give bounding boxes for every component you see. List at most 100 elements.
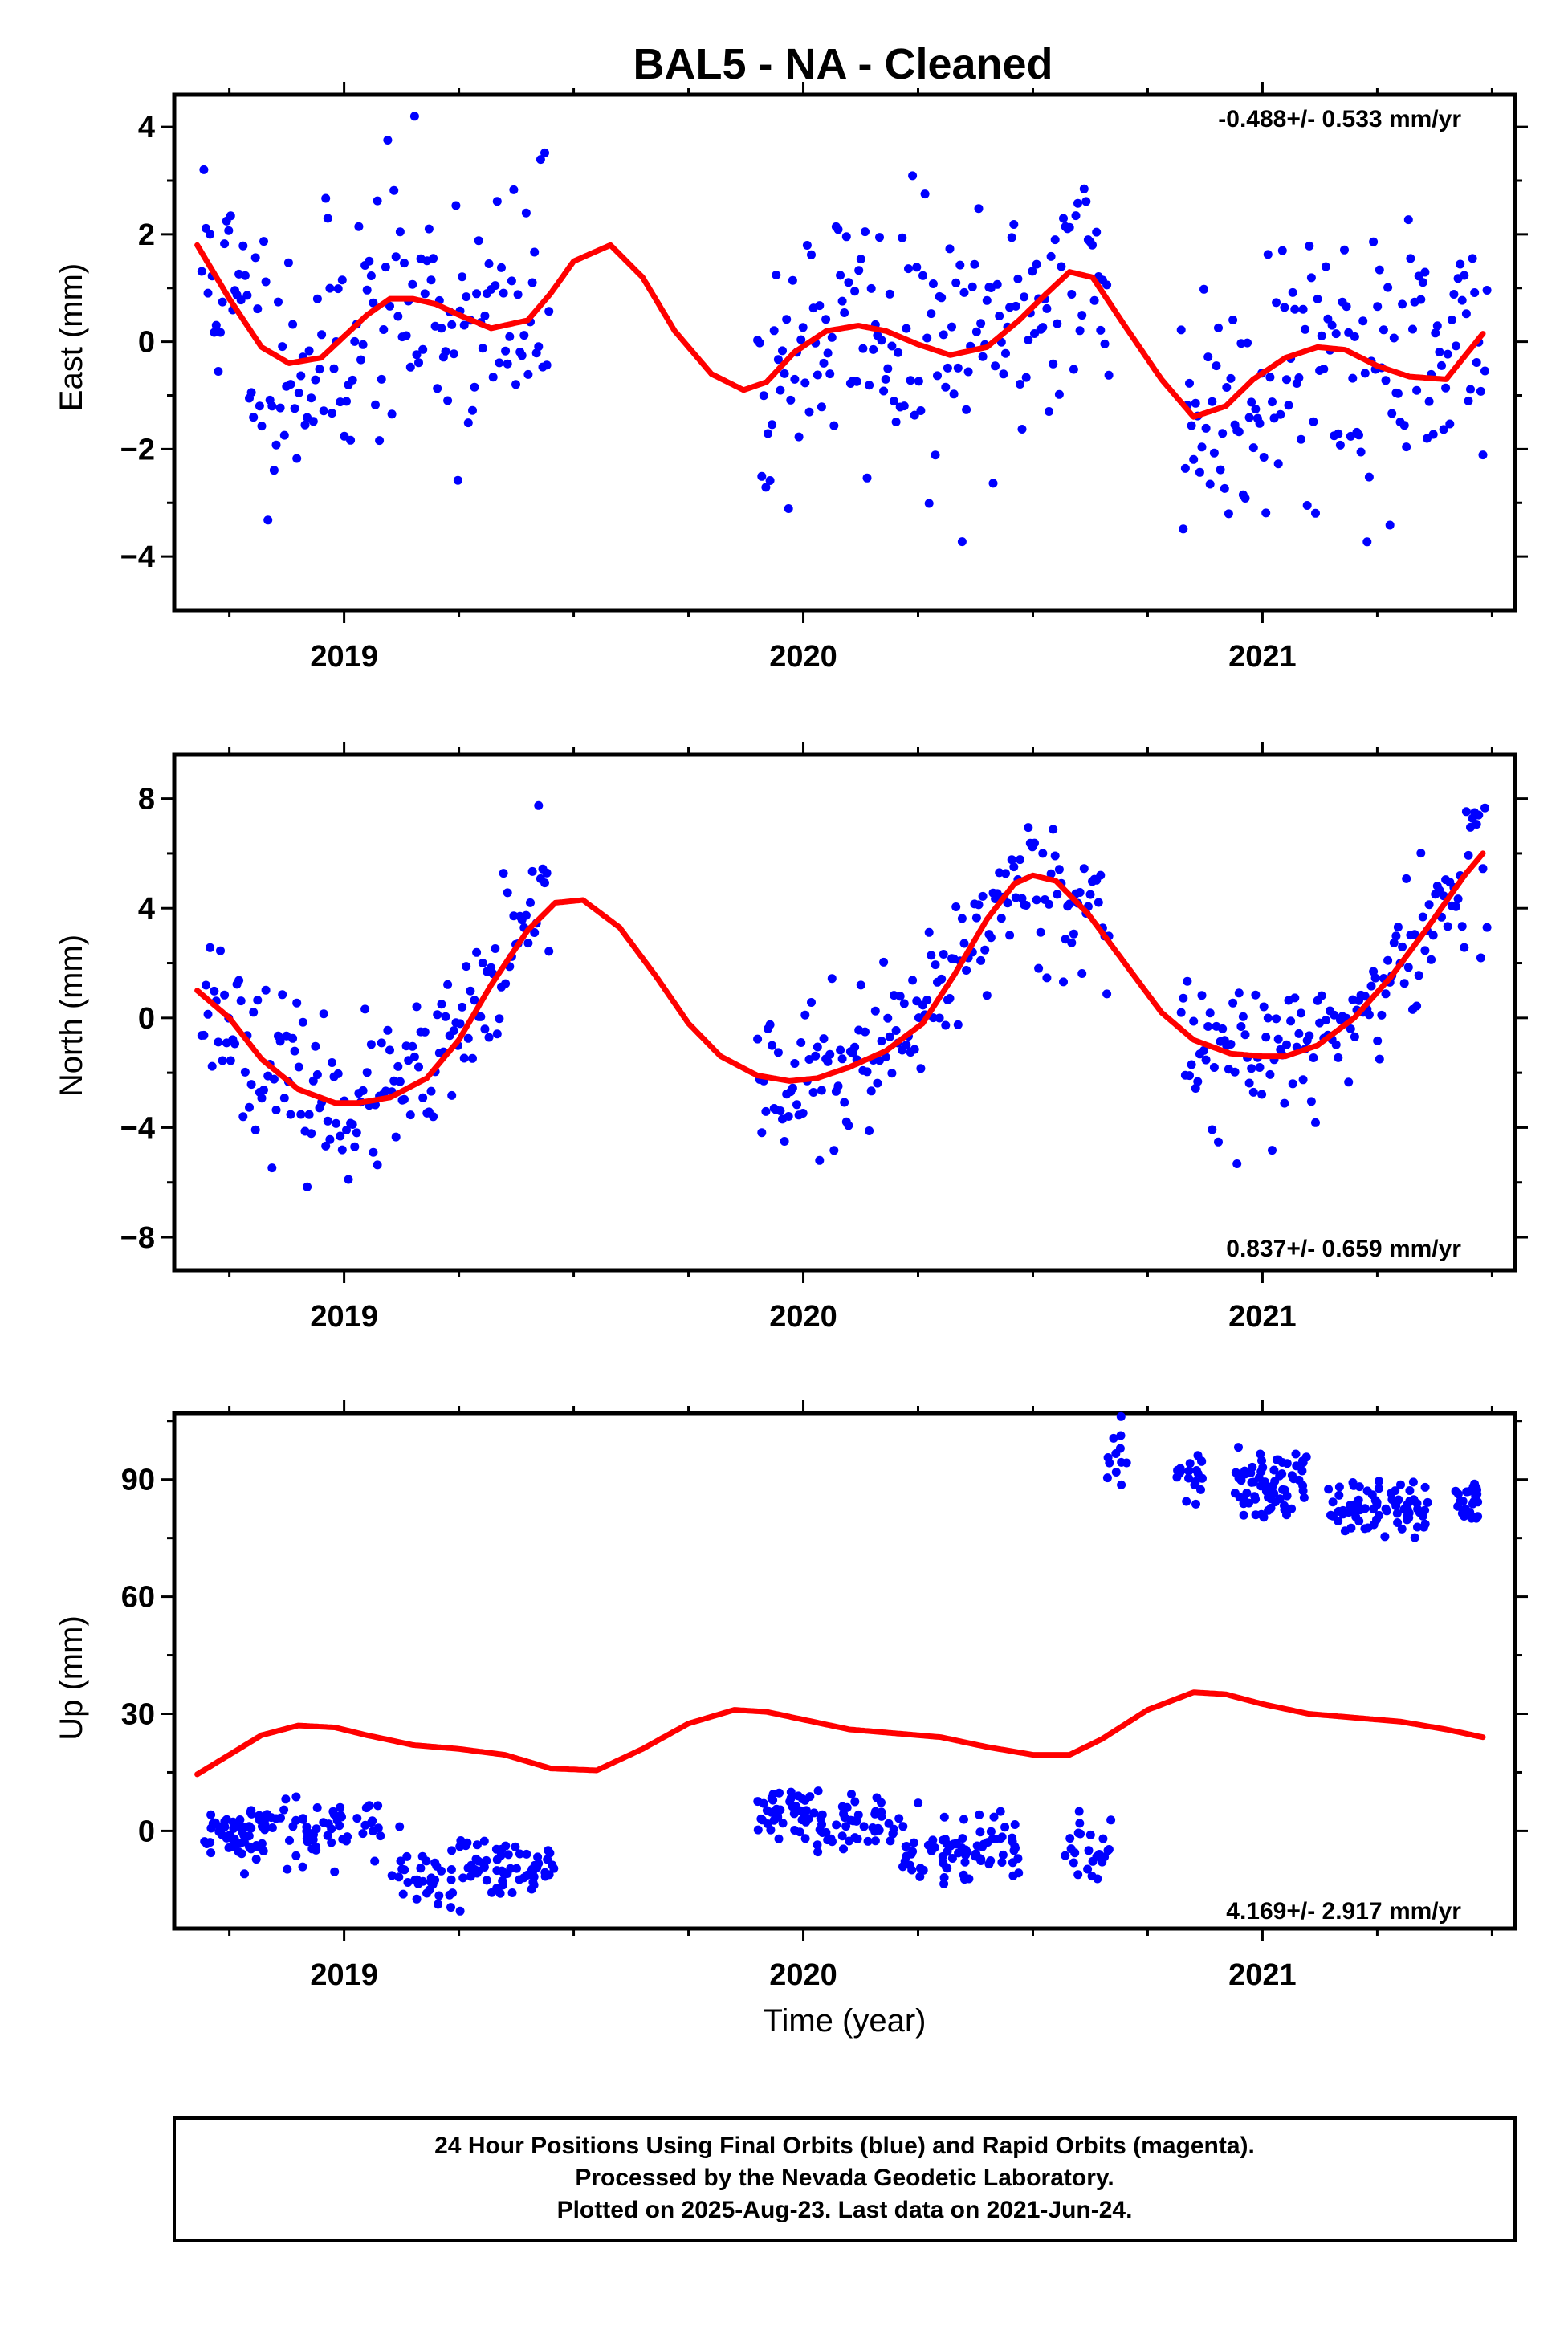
- east-data-point: [1305, 241, 1314, 251]
- north-data-point: [773, 1048, 783, 1057]
- up-data-point: [302, 1827, 312, 1836]
- up-data-point: [1247, 1477, 1256, 1487]
- north-data-point: [1077, 969, 1087, 978]
- north-data-point: [1094, 898, 1103, 907]
- north-data-point: [458, 1002, 467, 1012]
- east-data-point: [916, 406, 926, 415]
- east-data-point: [1020, 292, 1029, 302]
- north-data-point: [1268, 1146, 1277, 1155]
- up-data-point: [1257, 1456, 1266, 1465]
- north-data-point: [447, 1090, 457, 1100]
- up-data-point: [1391, 1498, 1401, 1508]
- north-data-point: [1248, 1087, 1258, 1097]
- east-data-point: [1017, 425, 1027, 434]
- east-data-point: [1420, 267, 1430, 277]
- up-data-point: [791, 1801, 800, 1811]
- up-data-point: [548, 1860, 557, 1870]
- east-data-point: [1218, 429, 1228, 438]
- up-data-point: [358, 1829, 368, 1839]
- east-data-point: [1244, 413, 1254, 422]
- east-data-point: [224, 226, 234, 235]
- north-data-point: [1478, 864, 1488, 874]
- east-data-point: [881, 374, 890, 384]
- east-data-point: [375, 436, 385, 446]
- north-data-point: [426, 1086, 436, 1096]
- up-data-point: [298, 1862, 307, 1872]
- north-data-point: [780, 1137, 789, 1146]
- east-data-point: [928, 279, 938, 288]
- up-data-point: [1472, 1485, 1481, 1495]
- north-data-point: [1240, 1030, 1250, 1040]
- east-data-point: [536, 155, 545, 165]
- east-data-point: [856, 255, 865, 264]
- east-data-point: [1470, 288, 1480, 297]
- north-data-point: [1045, 899, 1053, 909]
- east-data-point: [216, 328, 225, 337]
- east-data-point: [238, 241, 248, 251]
- up-data-point: [930, 1843, 939, 1852]
- east-data-point: [1383, 283, 1393, 292]
- up-data-point: [255, 1811, 264, 1820]
- east-data-point: [491, 281, 500, 291]
- east-data-point: [499, 288, 508, 298]
- north-data-point: [1472, 820, 1481, 829]
- east-data-point: [1050, 235, 1060, 245]
- north-data-point: [492, 1029, 502, 1039]
- east-data-point: [197, 267, 206, 276]
- east-data-point: [249, 413, 259, 422]
- north-data-point: [303, 1182, 312, 1191]
- east-data-point: [1007, 233, 1016, 242]
- north-data-point: [468, 1053, 477, 1063]
- up-data-point: [839, 1844, 848, 1854]
- up-data-point: [778, 1819, 788, 1828]
- north-data-point: [1054, 865, 1064, 874]
- east-data-point: [945, 244, 955, 254]
- east-data-point: [1461, 309, 1471, 319]
- up-data-point: [939, 1879, 949, 1888]
- north-data-point: [328, 1058, 336, 1067]
- east-data-point: [1398, 299, 1407, 309]
- up-data-point: [512, 1864, 521, 1873]
- east-data-point: [933, 371, 942, 381]
- east-data-point: [462, 292, 471, 302]
- north-data-point: [311, 1041, 320, 1051]
- east-data-point: [764, 429, 772, 438]
- east-data-point: [1045, 407, 1053, 416]
- east-data-point: [1224, 509, 1233, 519]
- east-data-point: [290, 404, 299, 413]
- north-data-point: [1226, 1040, 1236, 1049]
- east-data-point: [794, 432, 804, 442]
- up-data-point: [870, 1809, 880, 1819]
- east-data-point: [786, 395, 796, 405]
- up-data-point: [1069, 1858, 1078, 1868]
- east-data-point: [1282, 375, 1291, 385]
- east-data-point: [836, 271, 845, 280]
- north-data-point: [1377, 1010, 1387, 1020]
- north-data-point: [1189, 1016, 1199, 1026]
- up-data-point: [909, 1838, 918, 1847]
- east-data-point: [218, 297, 227, 307]
- up-data-point: [214, 1827, 224, 1836]
- east-data-point: [283, 258, 293, 267]
- up-data-point: [1299, 1493, 1309, 1502]
- east-data-point: [211, 320, 221, 330]
- east-data-point: [949, 389, 959, 399]
- up-data-point: [928, 1835, 938, 1845]
- east-data-point: [459, 320, 469, 330]
- east-data-point: [1468, 254, 1477, 263]
- up-data-point: [544, 1846, 553, 1855]
- north-data-point: [220, 990, 230, 1000]
- north-data-point: [1021, 901, 1031, 910]
- east-data-point: [304, 346, 314, 356]
- east-data-point: [240, 271, 250, 280]
- east-data-point: [424, 224, 434, 234]
- east-data-point: [1321, 262, 1330, 271]
- up-data-point: [976, 1855, 986, 1864]
- east-data-point: [534, 342, 544, 352]
- up-ytick-label: 60: [121, 1581, 155, 1615]
- up-data-point: [472, 1840, 482, 1850]
- north-data-point: [395, 1077, 405, 1086]
- up-data-point: [222, 1833, 231, 1843]
- east-data-point: [1059, 214, 1068, 223]
- north-data-point: [484, 1033, 494, 1042]
